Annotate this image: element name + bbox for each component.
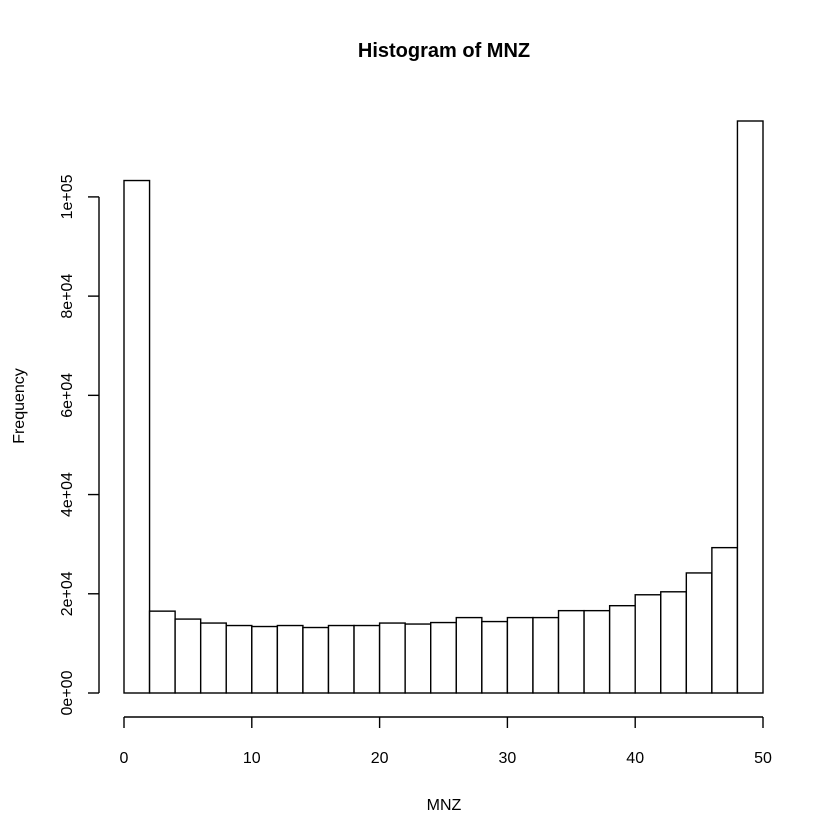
histogram-bar <box>532 616 560 694</box>
x-tick-label: 30 <box>499 750 517 767</box>
histogram-bar <box>736 120 764 694</box>
x-tick-label: 50 <box>754 750 772 767</box>
y-axis: 0e+00 2e+04 4e+04 6e+04 8e+04 1e+05 <box>59 174 100 715</box>
histogram-bar <box>251 625 279 694</box>
histogram-bar <box>660 591 688 694</box>
x-axis: 0 10 20 30 40 50 <box>120 716 772 767</box>
histogram-bar <box>174 618 202 694</box>
x-tick-label: 40 <box>626 750 644 767</box>
x-tick-label: 10 <box>243 750 261 767</box>
histogram-bar <box>608 604 636 694</box>
histogram-bar <box>557 609 585 694</box>
y-tick-label: 4e+04 <box>59 472 76 517</box>
bars-group <box>123 120 764 694</box>
histogram-bar <box>225 624 253 694</box>
x-tick-label: 0 <box>120 750 129 767</box>
histogram-bar <box>404 623 432 694</box>
histogram-bar <box>634 594 662 694</box>
x-axis-label: MNZ <box>427 797 462 814</box>
histogram-bar <box>455 616 483 694</box>
histogram-bar <box>302 626 330 694</box>
chart-title: Histogram of MNZ <box>358 40 530 62</box>
histogram-bar <box>276 624 304 694</box>
y-tick-label: 0e+00 <box>59 670 76 715</box>
y-axis-label: Frequency <box>11 368 28 444</box>
histogram-bar <box>481 620 509 694</box>
histogram-bar <box>199 622 227 694</box>
histogram-bar <box>148 610 176 694</box>
histogram-bar <box>583 609 611 694</box>
histogram-bar <box>123 179 151 694</box>
histogram-bar <box>430 621 457 694</box>
histogram-bar <box>506 616 534 694</box>
histogram-bar <box>327 624 355 694</box>
y-tick-label: 6e+04 <box>59 373 76 418</box>
histogram-bar <box>353 624 381 694</box>
y-tick-label: 1e+05 <box>59 174 76 219</box>
histogram-bar <box>711 546 739 694</box>
y-tick-label: 2e+04 <box>59 571 76 616</box>
y-tick-label: 8e+04 <box>59 274 76 319</box>
histogram-bar <box>378 622 406 694</box>
histogram-bar <box>685 572 713 694</box>
x-tick-label: 20 <box>371 750 389 767</box>
